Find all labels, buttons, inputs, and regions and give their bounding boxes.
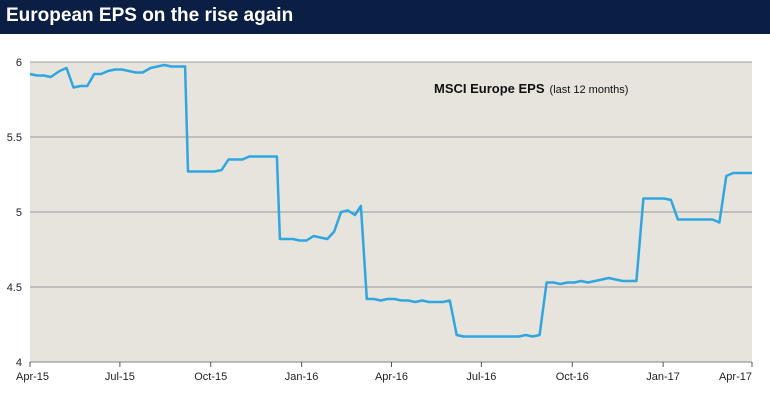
series-line-msci-europe-eps [29, 63, 752, 338]
annotation-main: MSCI Europe EPS [434, 81, 545, 96]
y-tick-label: 6 [16, 57, 22, 69]
x-tick-label: Apr-15 [16, 371, 49, 383]
x-tick-label: Jan-17 [646, 371, 680, 383]
y-axis: 4 4.5 5 5.5 6 [7, 57, 22, 369]
annotation-sub: (last 12 months) [550, 84, 629, 96]
page-title: European EPS on the rise again [6, 5, 294, 26]
grid-lines [30, 61, 752, 363]
x-axis: Apr-15 Jul-15 Oct-15 Jan-16 Apr-16 Jul-16 Oct-… [16, 362, 753, 383]
x-tick-label: Jul-15 [105, 371, 135, 383]
x-tick-label: Apr-16 [375, 371, 408, 383]
x-tick-label: Oct-15 [194, 371, 227, 383]
chart-annotation: MSCI Europe EPS (last 12 months) [434, 81, 628, 96]
x-tick-label: Jul-16 [466, 371, 496, 383]
y-tick-label: 5 [16, 207, 22, 219]
y-tick-label: 5.5 [7, 132, 22, 144]
y-tick-label: 4.5 [7, 282, 22, 294]
y-tick-label: 4 [16, 357, 22, 369]
x-tick-label: Oct-16 [556, 371, 589, 383]
x-tick-label: Apr-17 [719, 371, 752, 383]
x-tick-label: Jan-16 [285, 371, 319, 383]
header-bar: European EPS on the rise again [0, 0, 770, 34]
